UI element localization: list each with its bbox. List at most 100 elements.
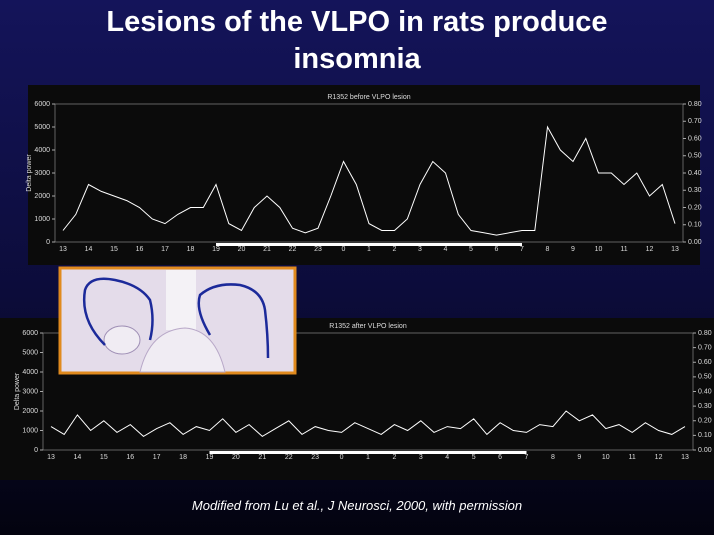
ventricle [166, 270, 196, 330]
y-tick-label: 6000 [22, 330, 38, 337]
y2-tick-label: 0.30 [688, 187, 702, 194]
y-tick-label: 2000 [34, 193, 50, 200]
y2-tick-label: 0.30 [698, 403, 712, 410]
x-tick-label: 5 [472, 454, 476, 461]
x-tick-label: 23 [314, 246, 322, 253]
y2-tick-label: 0.40 [698, 388, 712, 395]
y2-tick-label: 0.50 [698, 374, 712, 381]
tissue [103, 325, 141, 355]
x-tick-label: 1 [366, 454, 370, 461]
x-tick-label: 2 [392, 454, 396, 461]
y-tick-label: 5000 [34, 124, 50, 131]
x-tick-label: 17 [161, 246, 169, 253]
y2-tick-label: 0.70 [688, 118, 702, 125]
x-tick-label: 15 [100, 454, 108, 461]
y-tick-label: 0 [46, 239, 50, 246]
x-tick-label: 8 [546, 246, 550, 253]
y2-tick-label: 0.10 [688, 222, 702, 229]
x-tick-label: 5 [469, 246, 473, 253]
y-tick-label: 1000 [34, 216, 50, 223]
x-tick-label: 12 [646, 246, 654, 253]
x-tick-label: 11 [620, 246, 627, 253]
x-tick-label: 14 [85, 246, 93, 253]
x-tick-label: 2 [393, 246, 397, 253]
y-tick-label: 1000 [22, 427, 38, 434]
y2-tick-label: 0.70 [698, 344, 712, 351]
y-tick-label: 0 [34, 447, 38, 454]
chart-panel [28, 85, 700, 265]
y2-tick-label: 0.20 [688, 204, 702, 211]
x-tick-label: 17 [153, 454, 161, 461]
x-tick-label: 19 [206, 454, 214, 461]
x-tick-label: 20 [238, 246, 246, 253]
x-tick-label: 7 [520, 246, 524, 253]
dark-period-bar [216, 243, 522, 246]
y2-tick-label: 0.60 [688, 135, 702, 142]
y-tick-label: 5000 [22, 349, 38, 356]
y2-tick-label: 0.40 [688, 170, 702, 177]
x-tick-label: 21 [258, 454, 266, 461]
y2-tick-label: 0.00 [688, 239, 702, 246]
x-tick-label: 13 [47, 454, 55, 461]
y-tick-label: 6000 [34, 101, 50, 108]
x-tick-label: 0 [342, 246, 346, 253]
delta-power-trace [62, 125, 676, 236]
slide-title: Lesions of the VLPO in rats produce inso… [106, 6, 608, 75]
x-tick-label: 20 [232, 454, 240, 461]
lesion-outline [197, 283, 270, 359]
x-tick-label: 18 [187, 246, 195, 253]
x-tick-label: 10 [602, 454, 610, 461]
x-tick-label: 6 [498, 454, 502, 461]
y-tick-label: 4000 [34, 147, 50, 154]
delta-power-trace [50, 410, 686, 438]
x-tick-label: 9 [571, 246, 575, 253]
y2-tick-label: 0.20 [698, 418, 712, 425]
y2-tick-label: 0.80 [698, 330, 712, 337]
x-tick-label: 22 [289, 246, 297, 253]
y-tick-label: 4000 [22, 369, 38, 376]
x-tick-label: 1 [367, 246, 371, 253]
x-tick-label: 4 [445, 454, 449, 461]
x-tick-label: 4 [444, 246, 448, 253]
x-tick-label: 14 [74, 454, 82, 461]
x-tick-label: 13 [59, 246, 67, 253]
x-tick-label: 18 [179, 454, 187, 461]
y2-tick-label: 0.50 [688, 153, 702, 160]
x-tick-label: 22 [285, 454, 293, 461]
x-tick-label: 13 [671, 246, 679, 253]
x-tick-label: 9 [577, 454, 581, 461]
x-tick-label: 13 [681, 454, 689, 461]
x-tick-label: 23 [311, 454, 319, 461]
x-tick-label: 19 [212, 246, 220, 253]
x-tick-label: 10 [595, 246, 603, 253]
chiasm [139, 327, 226, 373]
y2-tick-label: 0.60 [698, 359, 712, 366]
y-tick-label: 3000 [34, 170, 50, 177]
x-tick-label: 21 [263, 246, 271, 253]
y2-tick-label: 0.00 [698, 447, 712, 454]
y-tick-label: 2000 [22, 408, 38, 415]
x-tick-label: 6 [495, 246, 499, 253]
x-tick-label: 16 [136, 246, 144, 253]
y2-tick-label: 0.80 [688, 101, 702, 108]
x-tick-label: 7 [525, 454, 529, 461]
x-tick-label: 15 [110, 246, 118, 253]
brain-section-inset [58, 266, 297, 375]
y-axis-label: Delta power [14, 372, 21, 410]
lesion-outline [82, 277, 154, 346]
y-axis-label: Delta power [26, 154, 33, 192]
x-tick-label: 3 [418, 246, 422, 253]
citation: Modified from Lu et al., J Neurosci, 200… [191, 498, 523, 513]
chart-title: R1352 after VLPO lesion [329, 323, 407, 330]
x-tick-label: 3 [419, 454, 423, 461]
x-tick-label: 12 [655, 454, 663, 461]
x-tick-label: 11 [629, 454, 636, 461]
chart-title: R1352 before VLPO lesion [327, 94, 410, 101]
x-tick-label: 8 [551, 454, 555, 461]
y-tick-label: 3000 [22, 388, 38, 395]
x-tick-label: 16 [126, 454, 134, 461]
dark-period-bar [209, 451, 527, 454]
